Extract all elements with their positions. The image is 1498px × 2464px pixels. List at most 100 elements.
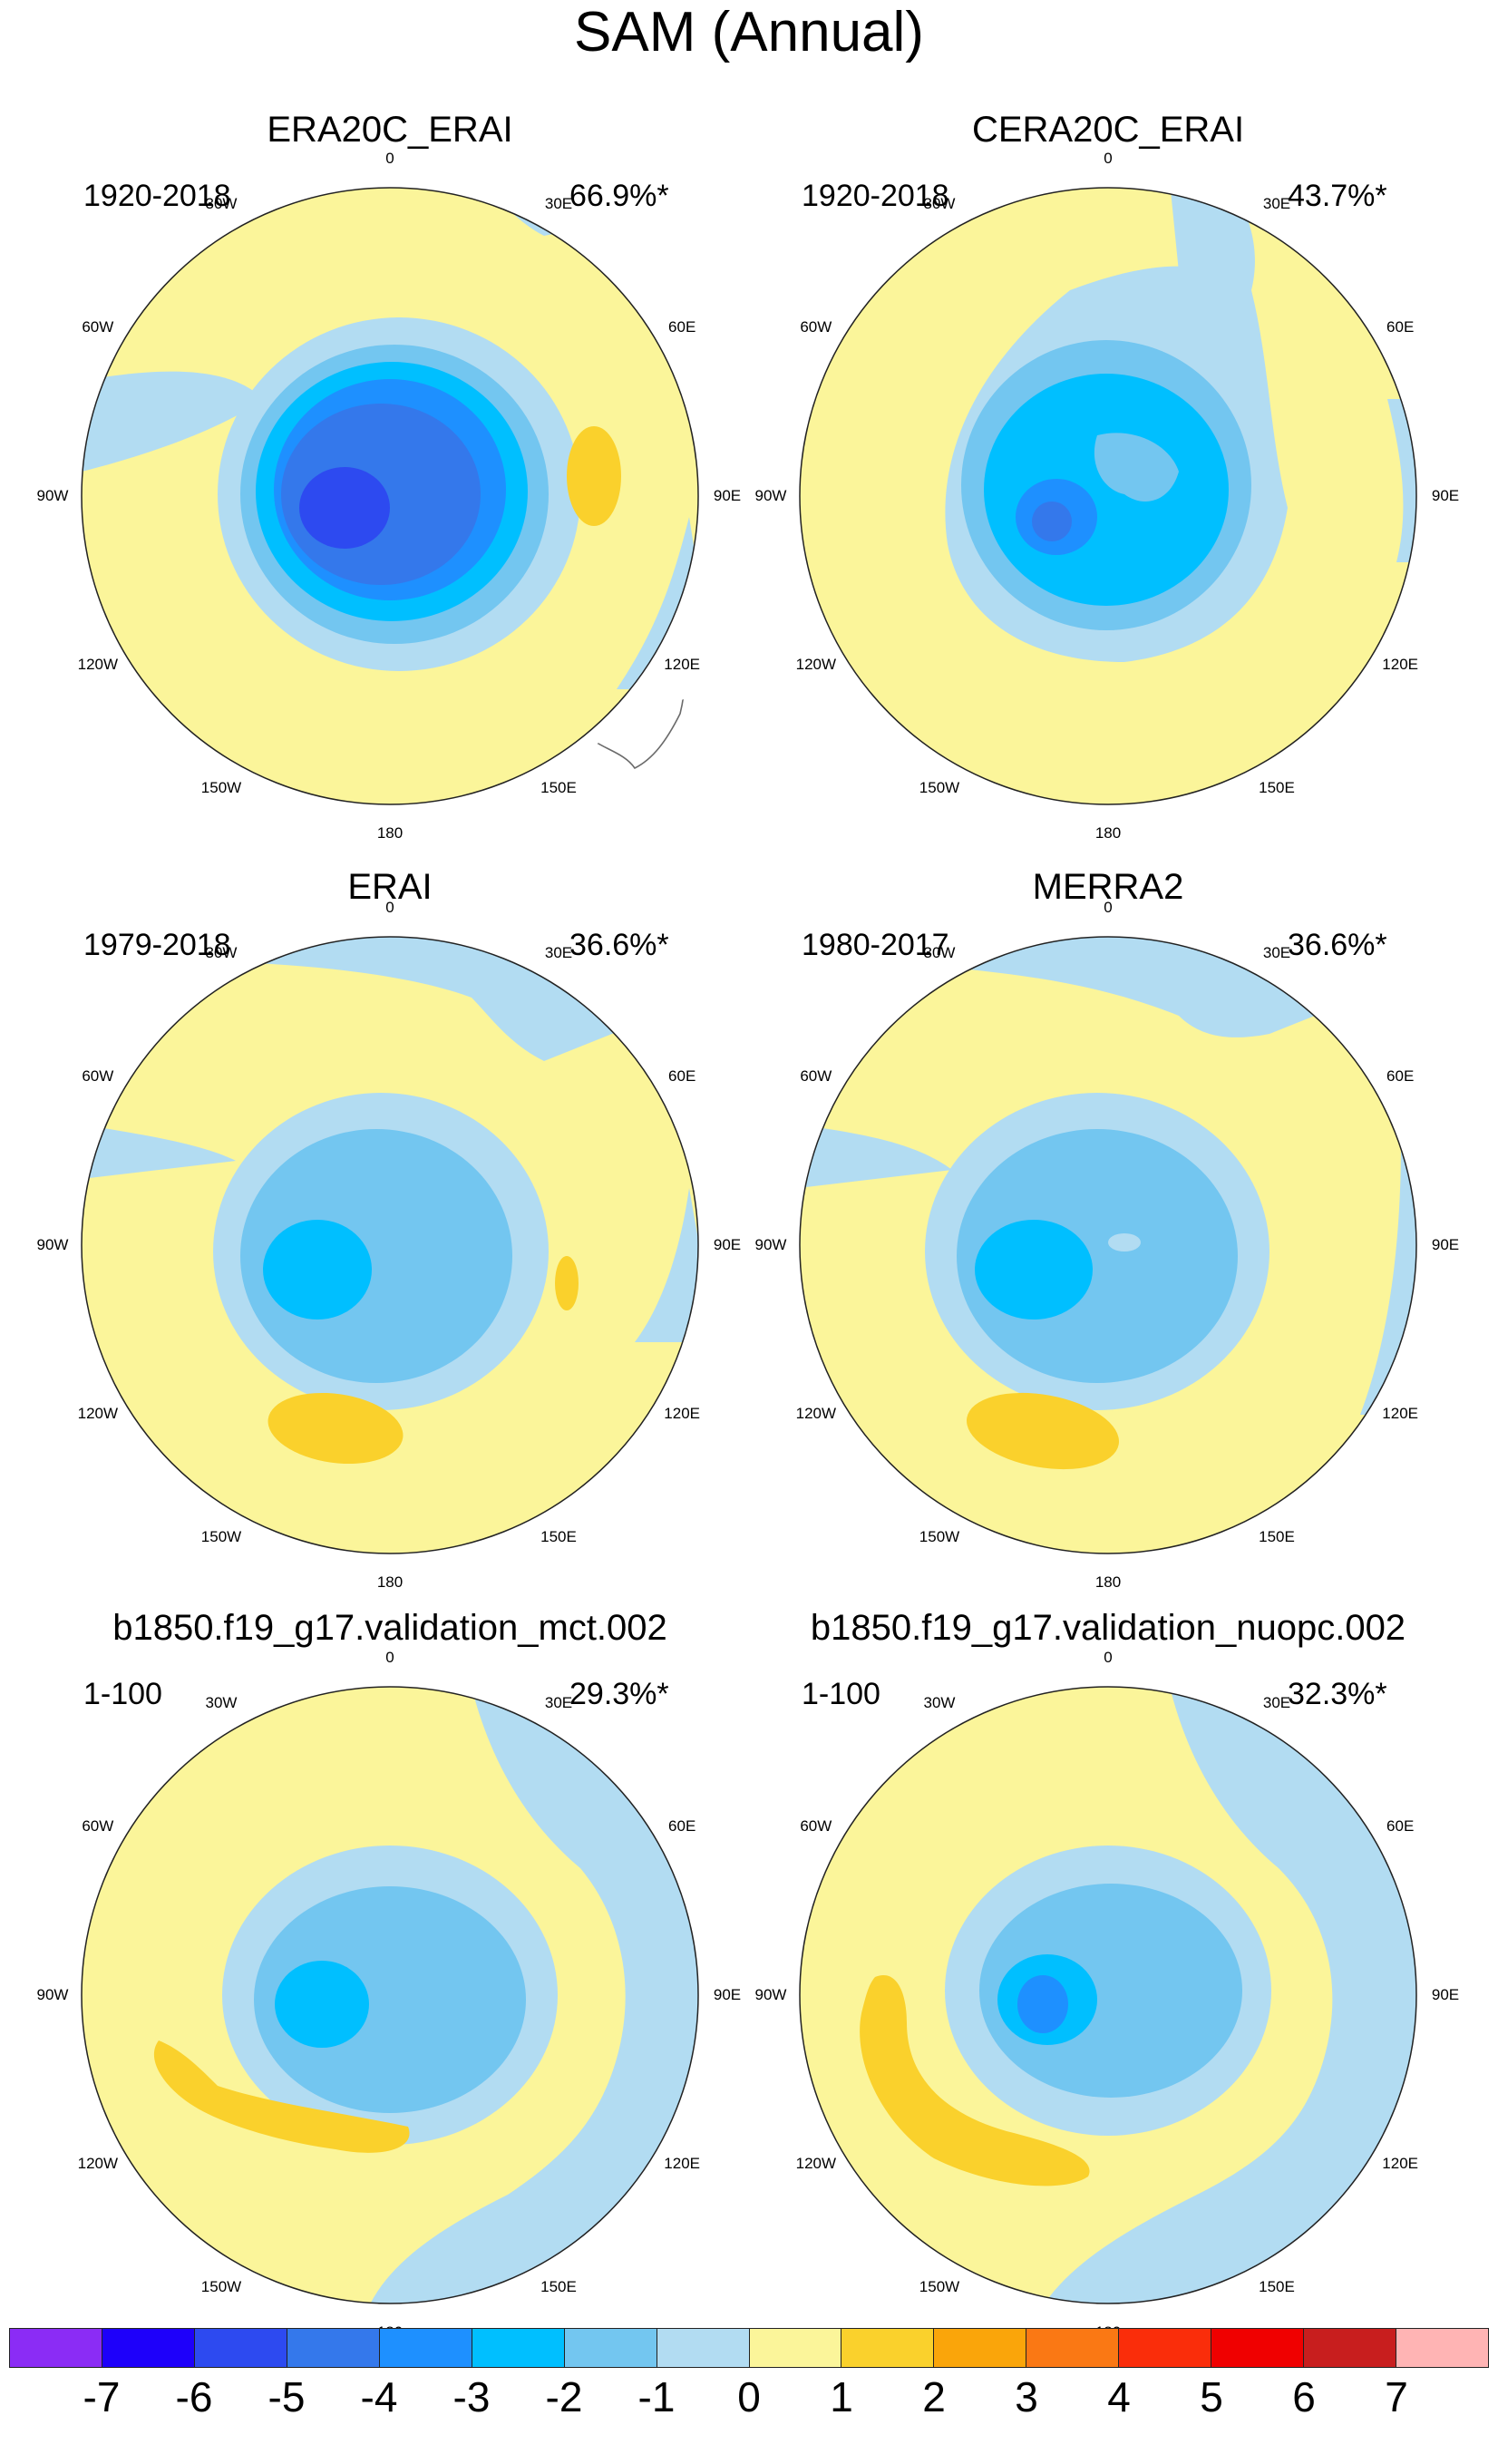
panel-title-cera20c: CERA20C_ERAI <box>971 110 1245 150</box>
longitude-label-erai: 90W <box>36 1236 69 1253</box>
longitude-label-cera20c: 60W <box>800 318 832 336</box>
colorbar-swatch <box>841 2329 935 2367</box>
longitude-label-erai: 30W <box>205 943 238 961</box>
longitude-label-erai: 30E <box>544 943 573 961</box>
colorbar-tick-label: -7 <box>83 2373 121 2420</box>
longitude-label-merra2: 150E <box>1259 1528 1295 1546</box>
longitude-label-era20c: 0 <box>385 150 394 167</box>
longitude-label-mct: 120E <box>664 2155 701 2172</box>
colorbar-swatch <box>102 2329 195 2367</box>
longitude-label-era20c: 150E <box>540 779 577 797</box>
map-panel-cera20c <box>800 188 1416 804</box>
longitude-label-nuopc: 60W <box>800 1817 832 1835</box>
colorbar-swatch <box>1119 2329 1212 2367</box>
panel-title-mct: b1850.f19_g17.validation_mct.002 <box>112 1608 667 1648</box>
colorbar-swatch <box>1304 2329 1397 2367</box>
panel-title-nuopc: b1850.f19_g17.validation_nuopc.002 <box>810 1608 1406 1648</box>
longitude-label-era20c: 180 <box>376 824 404 842</box>
longitude-label-erai: 120E <box>664 1405 701 1422</box>
longitude-label-cera20c: 90W <box>754 487 787 504</box>
colorbar-tick-label: 0 <box>737 2373 761 2420</box>
colorbar-tick-label: -2 <box>545 2373 583 2420</box>
panel-percent-merra2: 36.6%* <box>1288 928 1387 962</box>
panel-years-nuopc: 1-100 <box>802 1677 880 1711</box>
longitude-label-era20c: 120W <box>77 656 119 673</box>
longitude-label-nuopc: 0 <box>1104 1649 1113 1666</box>
longitude-label-merra2: 60E <box>1386 1067 1415 1085</box>
longitude-label-era20c: 60E <box>668 318 696 336</box>
longitude-label-cera20c: 120W <box>795 656 837 673</box>
panel-percent-erai: 36.6%* <box>569 928 669 962</box>
panel-years-cera20c: 1920-2018 <box>802 179 949 213</box>
colorbar-swatch <box>934 2329 1027 2367</box>
longitude-label-erai: 150E <box>540 1528 577 1546</box>
longitude-label-era20c: 90E <box>713 487 742 504</box>
longitude-label-mct: 30W <box>205 1693 238 1711</box>
colorbar-swatch <box>749 2329 842 2367</box>
longitude-label-merra2: 120E <box>1382 1405 1419 1422</box>
colorbar-tick-label: -6 <box>175 2373 213 2420</box>
colorbar-swatch <box>194 2329 287 2367</box>
figure-title: SAM (Annual) <box>574 1 924 63</box>
map-panel-era20c <box>82 188 698 804</box>
longitude-label-nuopc: 30W <box>923 1693 956 1711</box>
longitude-label-erai: 60W <box>82 1067 114 1085</box>
colorbar-tick-label: -5 <box>268 2373 306 2420</box>
longitude-label-erai: 180 <box>376 1573 404 1591</box>
longitude-label-era20c: 150W <box>200 779 242 797</box>
longitude-label-nuopc: 30E <box>1262 1693 1291 1711</box>
longitude-label-era20c: 60W <box>82 318 114 336</box>
panel-percent-cera20c: 43.7%* <box>1288 179 1387 213</box>
colorbar-tick-label: -1 <box>637 2373 676 2420</box>
colorbar-tick-label: -4 <box>360 2373 398 2420</box>
map-frame-merra2 <box>799 936 1417 1554</box>
colorbar-tick-label: 5 <box>1200 2373 1223 2420</box>
longitude-label-era20c: 30W <box>205 194 238 212</box>
longitude-label-erai: 150W <box>200 1528 242 1546</box>
colorbar-swatch <box>472 2329 565 2367</box>
longitude-label-nuopc: 90E <box>1431 1986 1460 2003</box>
longitude-label-cera20c: 60E <box>1386 318 1415 336</box>
colorbar-swatch <box>564 2329 657 2367</box>
longitude-label-merra2: 90W <box>754 1236 787 1253</box>
map-frame-nuopc <box>799 1686 1417 2304</box>
longitude-label-cera20c: 0 <box>1104 150 1113 167</box>
longitude-label-mct: 90W <box>36 1986 69 2003</box>
panel-title-merra2: MERRA2 <box>1032 867 1184 907</box>
longitude-label-mct: 0 <box>385 1649 394 1666</box>
longitude-label-mct: 120W <box>77 2155 119 2172</box>
longitude-label-cera20c: 90E <box>1431 487 1460 504</box>
map-frame-mct <box>81 1686 699 2304</box>
colorbar-tick-label: 7 <box>1385 2373 1408 2420</box>
longitude-label-merra2: 150W <box>919 1528 960 1546</box>
colorbar-tick-label: 2 <box>922 2373 946 2420</box>
longitude-label-mct: 60W <box>82 1817 114 1835</box>
longitude-label-cera20c: 150E <box>1259 779 1295 797</box>
panel-title-era20c: ERA20C_ERAI <box>267 110 513 150</box>
colorbar-swatch <box>10 2329 102 2367</box>
panel-years-merra2: 1980-2017 <box>802 928 949 962</box>
longitude-label-era20c: 90W <box>36 487 69 504</box>
longitude-label-erai: 120W <box>77 1405 119 1422</box>
longitude-label-merra2: 30E <box>1262 943 1291 961</box>
panel-years-era20c: 1920-2018 <box>83 179 231 213</box>
longitude-label-mct: 150W <box>200 2278 242 2296</box>
panel-title-erai: ERAI <box>347 867 433 907</box>
longitude-label-nuopc: 90W <box>754 1986 787 2003</box>
longitude-label-erai: 0 <box>385 899 394 916</box>
polar-maps <box>81 187 1417 2304</box>
panel-percent-era20c: 66.9%* <box>569 179 669 213</box>
longitude-label-nuopc: 120E <box>1382 2155 1419 2172</box>
longitude-label-mct: 90E <box>713 1986 742 2003</box>
longitude-label-era20c: 30E <box>544 194 573 212</box>
longitude-label-cera20c: 30W <box>923 194 956 212</box>
panel-years-mct: 1-100 <box>83 1677 162 1711</box>
longitude-label-erai: 60E <box>668 1067 696 1085</box>
longitude-label-mct: 30E <box>544 1693 573 1711</box>
longitude-label-merra2: 60W <box>800 1067 832 1085</box>
panel-years-erai: 1979-2018 <box>83 928 231 962</box>
longitude-label-merra2: 180 <box>1094 1573 1122 1591</box>
longitude-label-cera20c: 30E <box>1262 194 1291 212</box>
longitude-label-merra2: 120W <box>795 1405 837 1422</box>
panel-percent-nuopc: 32.3%* <box>1288 1677 1387 1711</box>
